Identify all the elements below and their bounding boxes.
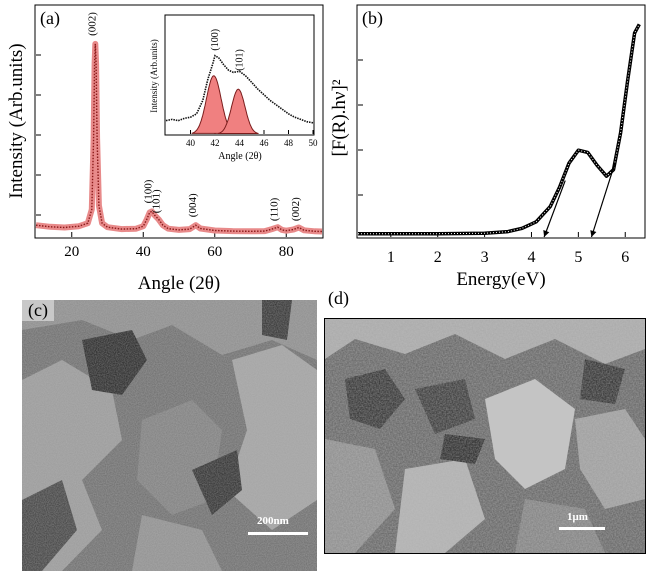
b-xtick-label: 6 bbox=[621, 249, 629, 266]
sem-texture-c bbox=[22, 300, 317, 571]
b-xtick-label: 2 bbox=[434, 249, 442, 266]
inset-xtick-label: 48 bbox=[284, 138, 294, 148]
inset-xtick-label: 50 bbox=[309, 138, 319, 148]
b-tangent-arrowhead bbox=[590, 230, 597, 237]
panel-a-letter: (a) bbox=[40, 8, 60, 29]
inset-xtick-label: 42 bbox=[211, 138, 220, 148]
a-peak-label: (100) bbox=[143, 179, 155, 203]
scale-bar-d bbox=[559, 527, 605, 530]
b-data-markers bbox=[358, 24, 640, 235]
sem-texture-d bbox=[325, 319, 645, 553]
inset-xtick-label: 44 bbox=[235, 138, 245, 148]
panel-c-letter: (c) bbox=[22, 300, 54, 321]
panel-a-frame bbox=[34, 4, 324, 239]
scale-label-d: 1μm bbox=[567, 511, 588, 523]
a-xtick-label: 40 bbox=[136, 244, 151, 260]
b-tangent-arrowhead bbox=[543, 230, 550, 237]
inset-ylabel: Intensity (Arb.units) bbox=[149, 39, 159, 113]
b-tangent-line bbox=[543, 180, 566, 238]
b-data-line bbox=[358, 23, 641, 236]
inset-component-peak bbox=[217, 88, 259, 134]
scale-label-c: 200nm bbox=[257, 515, 289, 527]
b-tangent-line bbox=[590, 163, 616, 238]
panel-b-ylabel: [F(R).hν]² bbox=[329, 79, 350, 156]
panel-b-frame bbox=[356, 4, 646, 239]
a-peak-label: (002) bbox=[86, 12, 98, 36]
b-xtick-label: 3 bbox=[481, 249, 489, 266]
panel-b-letter: (b) bbox=[362, 8, 383, 29]
scale-bar-c bbox=[248, 532, 308, 535]
a-peak-label: (110) bbox=[269, 197, 281, 221]
b-xtick-label: 5 bbox=[574, 249, 582, 266]
inset-data-line bbox=[165, 54, 314, 124]
a-peak-label: (101) bbox=[150, 189, 162, 213]
panel-a: (a) 20 40 60 80 (002)(100)(101) (004) (110) (0… bbox=[6, 4, 324, 294]
inset-xtick-label: 46 bbox=[260, 138, 270, 148]
inset-xlabel: Angle (2θ) bbox=[218, 151, 261, 162]
sem-image-c: (c) 200nm bbox=[22, 300, 317, 571]
panel-b-xlabel: Energy(eV) bbox=[456, 269, 545, 290]
a-xtick-label: 20 bbox=[64, 244, 79, 260]
b-xtick-label: 4 bbox=[527, 249, 535, 266]
a-xtick-label: 60 bbox=[207, 244, 222, 260]
inset-xtick-label: 40 bbox=[186, 138, 196, 148]
panel-a-ylabel: Intensity (Arb.units) bbox=[6, 43, 27, 198]
a-data-line bbox=[35, 43, 323, 233]
panel-b: (b) 1 2 3 4 5 6 Energy(eV) [F(R).hν]² bbox=[329, 4, 646, 290]
a-peak-label: (004) bbox=[187, 193, 199, 217]
panel-a-xlabel: Angle (2θ) bbox=[138, 273, 220, 294]
a-xtick-label: 80 bbox=[279, 244, 294, 260]
inset-peak-label: (100) bbox=[210, 29, 221, 51]
panel-a-inset: 40 42 44 46 48 50 (100) (101) Angle (2θ) Inten… bbox=[149, 14, 319, 162]
b-xtick-label: 1 bbox=[387, 249, 395, 266]
sem-image-d: 1μm bbox=[324, 318, 646, 554]
panel-d-letter: (d) bbox=[328, 288, 349, 308]
inset-peak-label: (101) bbox=[235, 49, 246, 71]
a-peak-label: (002) bbox=[290, 197, 302, 221]
